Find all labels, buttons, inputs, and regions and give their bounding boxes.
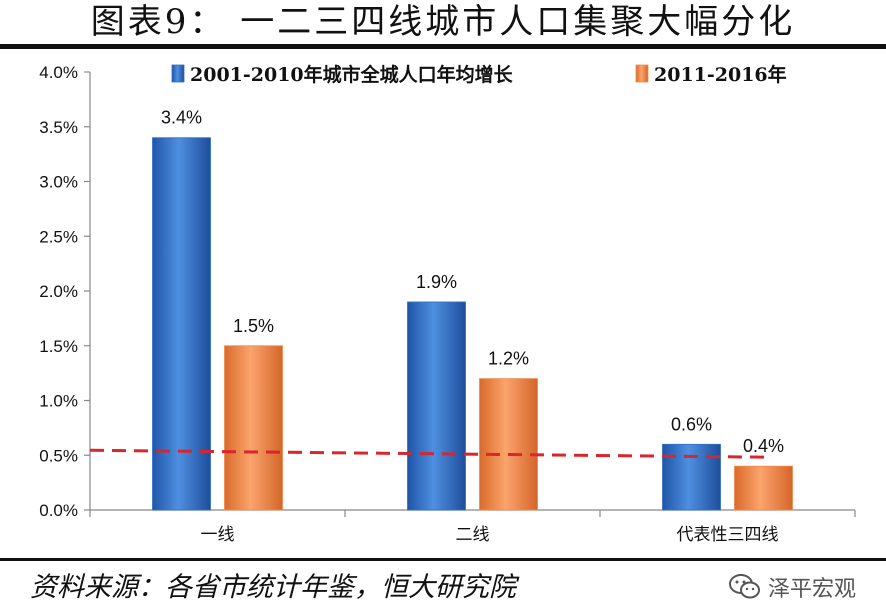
bar-blue <box>407 301 466 511</box>
data-label: 1.5% <box>233 316 274 336</box>
bar-blue <box>152 137 211 511</box>
bar-chart: 0.0% 0.5% 1.0% 1.5% 2.0% 2.5% 3.0% 3.5% 4.0% 3.4… <box>39 63 856 545</box>
source-note: 资料来源：各省市统计年鉴，恒大研究院 <box>30 572 516 603</box>
wechat-icon <box>729 574 760 599</box>
legend-label: 2001-2010年城市全城人口年均增长 <box>190 63 514 86</box>
y-tick-label: 0.0% <box>39 501 78 520</box>
y-tick-label: 3.0% <box>39 173 78 192</box>
legend-swatch <box>171 64 185 83</box>
category-label: 代表性三四线 <box>677 525 779 545</box>
bar-orange <box>224 345 283 511</box>
legend-swatch <box>635 64 649 83</box>
data-label: 0.6% <box>671 414 712 434</box>
reference-line <box>89 448 773 459</box>
legend-label: 2011-2016年 <box>654 63 787 86</box>
bar-orange <box>479 378 538 511</box>
y-tick-label: 0.5% <box>39 446 78 465</box>
y-tick-label: 4.0% <box>39 63 78 82</box>
y-tick-label: 3.5% <box>39 118 78 137</box>
category-label: 二线 <box>456 525 490 545</box>
title-divider <box>0 44 886 49</box>
y-tick-label: 1.5% <box>39 337 78 356</box>
y-tick-label: 1.0% <box>39 392 78 411</box>
footer-divider <box>0 558 886 561</box>
data-label: 1.9% <box>416 272 457 292</box>
data-label: 3.4% <box>161 108 202 128</box>
category-label: 一线 <box>201 525 235 545</box>
data-label: 1.2% <box>488 349 529 369</box>
bar-blue <box>662 443 721 511</box>
y-tick-label: 2.0% <box>39 282 78 301</box>
data-label: 0.4% <box>743 436 784 456</box>
page-title: 图表9： 一二三四线城市人口集聚大幅分化 <box>90 2 796 42</box>
y-tick-label: 2.5% <box>39 227 78 246</box>
watermark: 泽平宏观 <box>728 570 856 604</box>
bar-orange <box>734 465 793 511</box>
watermark-text: 泽平宏观 <box>768 577 857 602</box>
